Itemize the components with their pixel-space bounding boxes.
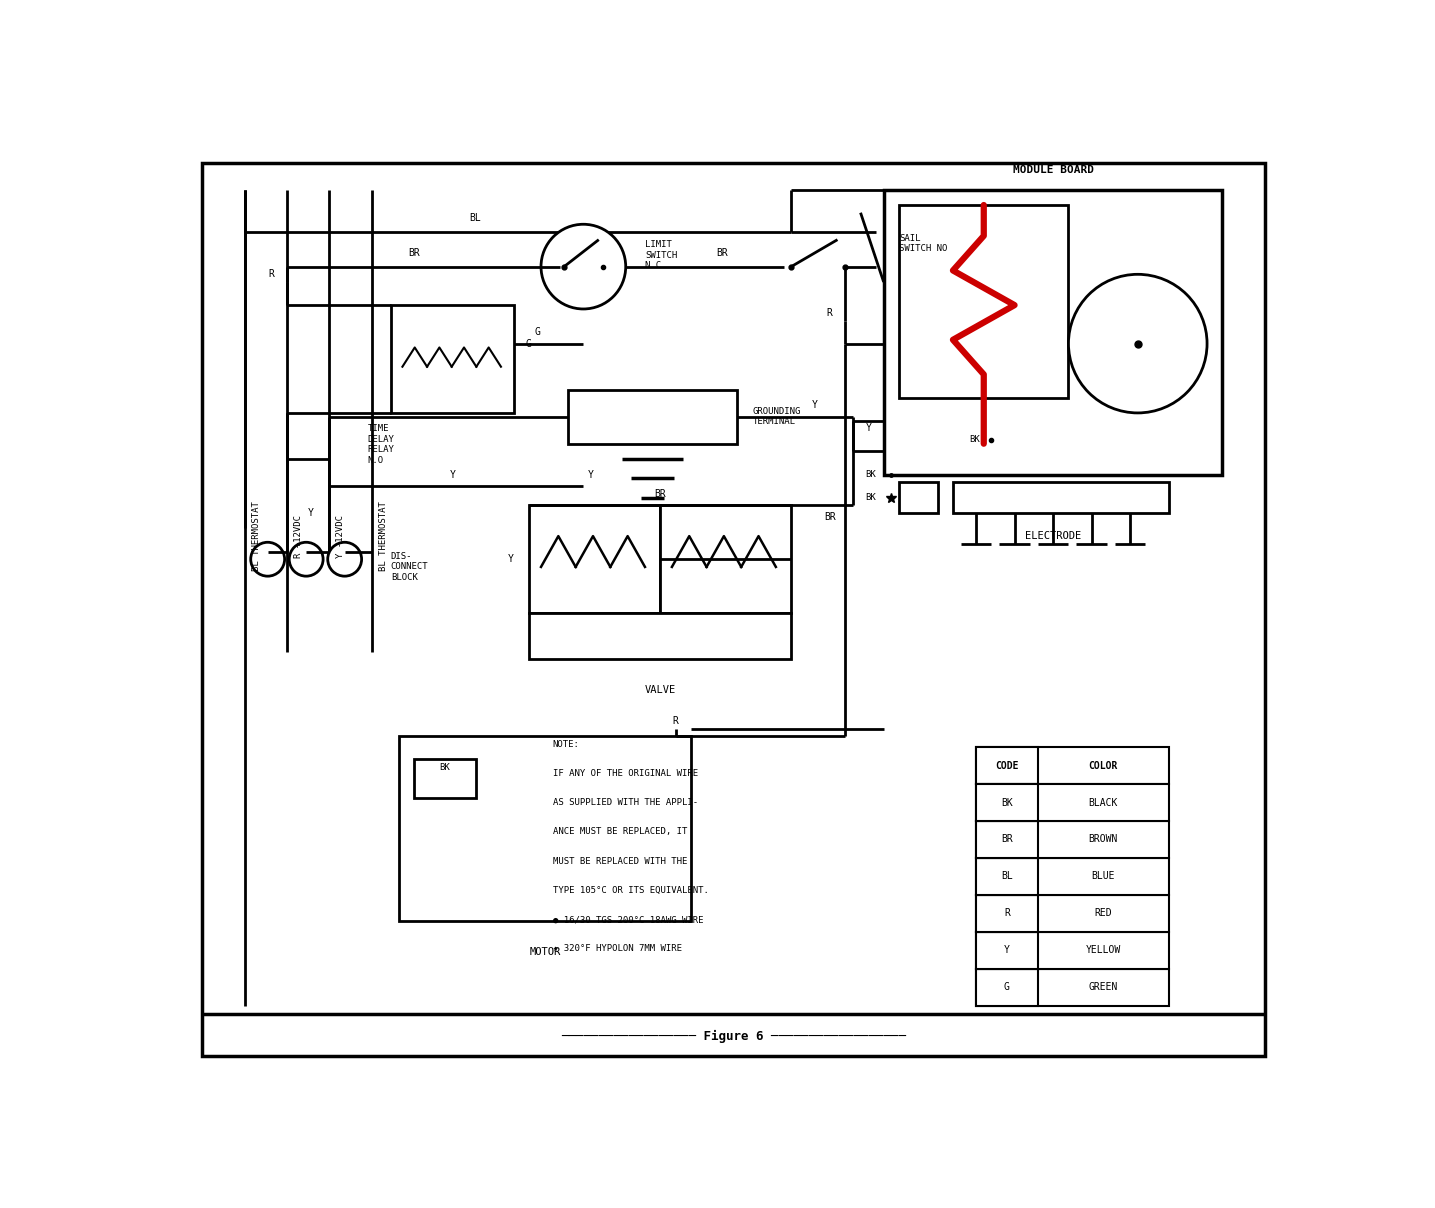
- Text: RED: RED: [1095, 908, 1112, 918]
- Bar: [530, 614, 791, 660]
- Bar: [568, 390, 738, 443]
- Text: ★ 320°F HYPOLON 7MM WIRE: ★ 320°F HYPOLON 7MM WIRE: [552, 945, 682, 953]
- Bar: [530, 505, 660, 614]
- Bar: [399, 737, 692, 922]
- Bar: [976, 895, 1168, 931]
- Bar: [976, 784, 1038, 821]
- Circle shape: [1069, 274, 1207, 413]
- Text: BL: BL: [1002, 871, 1013, 882]
- Bar: [900, 205, 1069, 397]
- Circle shape: [251, 542, 284, 576]
- Text: BLACK: BLACK: [1088, 797, 1118, 807]
- Text: Y: Y: [309, 509, 314, 518]
- Text: DIS-
CONNECT
BLOCK: DIS- CONNECT BLOCK: [390, 552, 429, 582]
- Text: BLUE: BLUE: [1092, 871, 1115, 882]
- Text: MODULE BOARD: MODULE BOARD: [1013, 165, 1093, 175]
- Text: Y: Y: [865, 423, 871, 434]
- Bar: [976, 969, 1038, 1006]
- Circle shape: [541, 225, 626, 309]
- Bar: [976, 821, 1038, 858]
- Text: BL THERMOSTAT: BL THERMOSTAT: [379, 501, 387, 571]
- Bar: [953, 482, 1168, 513]
- Text: BL THERMOSTAT: BL THERMOSTAT: [251, 501, 261, 571]
- Text: BR: BR: [1002, 835, 1013, 844]
- Text: R +12VDC: R +12VDC: [294, 515, 303, 558]
- Text: R: R: [1004, 908, 1010, 918]
- Text: Y: Y: [449, 470, 455, 480]
- Bar: [976, 858, 1168, 895]
- Bar: [976, 784, 1168, 821]
- Text: TYPE 105°C OR ITS EQUIVALENT.: TYPE 105°C OR ITS EQUIVALENT.: [552, 885, 709, 895]
- Bar: [976, 969, 1168, 1006]
- Text: BR: BR: [824, 512, 835, 522]
- Text: COLOR: COLOR: [1088, 761, 1118, 771]
- Bar: [976, 821, 1168, 858]
- Text: BR: BR: [408, 248, 420, 257]
- Text: GREEN: GREEN: [1088, 982, 1118, 992]
- Bar: [390, 306, 514, 413]
- Text: G: G: [1004, 982, 1010, 992]
- Text: MUST BE REPLACED WITH THE: MUST BE REPLACED WITH THE: [552, 856, 687, 866]
- Text: Y: Y: [588, 470, 594, 480]
- Text: R: R: [673, 716, 679, 726]
- Text: ────────────────── Figure 6 ──────────────────: ────────────────── Figure 6 ────────────…: [561, 1030, 905, 1044]
- Text: Y: Y: [508, 554, 514, 564]
- Text: CODE: CODE: [994, 761, 1019, 771]
- Text: R: R: [827, 308, 832, 318]
- Text: SAIL
SWITCH NO: SAIL SWITCH NO: [900, 234, 947, 254]
- Text: NOTE:: NOTE:: [552, 739, 580, 749]
- Bar: [660, 505, 791, 614]
- Text: GROUNDING
TERMINAL: GROUNDING TERMINAL: [753, 407, 801, 426]
- Text: AS SUPPLIED WITH THE APPLI-: AS SUPPLIED WITH THE APPLI-: [552, 798, 697, 807]
- Text: BK: BK: [969, 435, 980, 445]
- Text: LIMIT
SWITCH
N C: LIMIT SWITCH N C: [644, 240, 677, 269]
- Text: BK: BK: [439, 762, 451, 772]
- Bar: [413, 760, 475, 798]
- Text: R: R: [268, 269, 274, 279]
- Text: VALVE: VALVE: [644, 685, 676, 695]
- Text: ANCE MUST BE REPLACED, IT: ANCE MUST BE REPLACED, IT: [552, 827, 687, 836]
- Text: YELLOW: YELLOW: [1085, 946, 1121, 956]
- Bar: [976, 895, 1038, 931]
- Text: BL: BL: [469, 213, 481, 223]
- Bar: [900, 482, 937, 513]
- Text: G: G: [525, 338, 531, 349]
- Text: BK: BK: [865, 470, 875, 480]
- Bar: [976, 747, 1168, 784]
- Text: Y: Y: [1004, 946, 1010, 956]
- Bar: [976, 931, 1038, 969]
- Bar: [976, 931, 1168, 969]
- Bar: [884, 190, 1223, 475]
- Bar: [976, 747, 1038, 784]
- Text: BR: BR: [716, 248, 728, 257]
- Text: TIME
DELAY
RELAY
N.O: TIME DELAY RELAY N.O: [367, 424, 395, 465]
- Text: ● 16/30 TGS 200°C 18AWG WIRE: ● 16/30 TGS 200°C 18AWG WIRE: [552, 916, 703, 924]
- Text: BROWN: BROWN: [1088, 835, 1118, 844]
- Text: G: G: [534, 327, 540, 337]
- Text: ELECTRODE: ELECTRODE: [1025, 532, 1081, 541]
- Text: BK: BK: [865, 493, 875, 503]
- Text: Y: Y: [811, 400, 818, 411]
- Text: MOTOR: MOTOR: [530, 947, 561, 957]
- Circle shape: [290, 542, 323, 576]
- Text: Y -12VDC: Y -12VDC: [336, 515, 346, 558]
- Text: BR: BR: [654, 489, 666, 499]
- Text: IF ANY OF THE ORIGINAL WIRE: IF ANY OF THE ORIGINAL WIRE: [552, 768, 697, 778]
- Text: BK: BK: [1002, 797, 1013, 807]
- Bar: [976, 858, 1038, 895]
- Circle shape: [327, 542, 362, 576]
